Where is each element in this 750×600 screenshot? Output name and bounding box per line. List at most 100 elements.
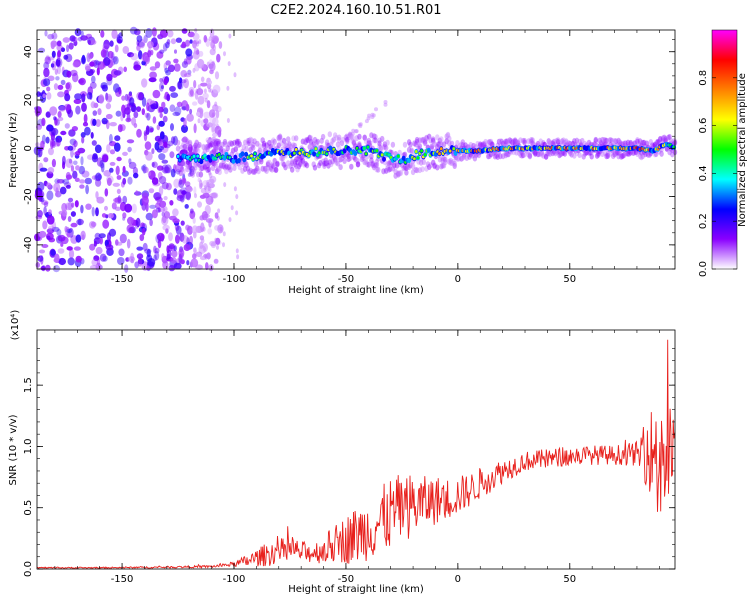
spectrogram-ridge-halo — [302, 161, 307, 168]
spectrogram-noise-cell — [72, 61, 81, 68]
spectrogram-noise-cell — [157, 106, 162, 114]
spectrogram-noise-cell — [107, 95, 113, 103]
spectrogram-noise-cell — [203, 88, 207, 94]
spectrogram-ridge-halo — [245, 165, 251, 172]
spectrogram-noise-cell — [104, 188, 109, 197]
spectrogram-ridge-halo — [331, 153, 336, 160]
spectrogram-ridge-halo — [212, 141, 217, 148]
spectrogram-ridge-halo — [196, 147, 201, 154]
spectrogram-noise-cell — [179, 144, 185, 150]
spectrogram-noise-cell — [55, 58, 61, 67]
spectrogram-noise-cell — [175, 234, 180, 244]
spectrogram-noise-cell — [133, 172, 139, 179]
spectrogram-ridge-halo — [435, 134, 440, 141]
spectrogram-ridge-halo — [273, 166, 279, 173]
spectrogram-ridge-halo — [418, 159, 424, 166]
spectrogram-noise-cell — [215, 105, 222, 113]
spectrogram-streak-cell — [366, 116, 371, 121]
spectrogram-ridge-halo — [296, 163, 302, 170]
colorbar-tick-label: 0.8 — [698, 70, 709, 86]
spectrogram-noise-cell — [136, 246, 144, 251]
spectrogram-ridge-halo — [447, 158, 452, 165]
spectrogram-ridge-halo — [234, 140, 240, 147]
spectrogram-ridge-halo — [354, 157, 359, 164]
spectrogram-ridge-halo — [600, 136, 605, 143]
spectrogram-noise-cell — [159, 82, 164, 92]
spectrogram-noise-cell — [95, 178, 102, 187]
spectrogram-noise-cell — [156, 232, 165, 242]
spectrogram-noise-cell — [128, 158, 132, 165]
spectrogram-ridge-halo — [550, 140, 555, 147]
spectrogram-noise-cell — [168, 232, 173, 242]
spectrogram-noise-cell — [186, 260, 190, 266]
spectrogram-noise-cell — [174, 49, 177, 54]
spectrogram-ridge-halo — [561, 140, 566, 147]
spectrogram-noise-cell — [85, 65, 91, 72]
spectrogram-noise-cell — [81, 93, 86, 103]
spectrogram-noise-cell — [235, 248, 239, 254]
spectrogram-ridge-halo — [267, 159, 272, 166]
spectrogram-ridge-halo — [369, 157, 374, 164]
spectrogram-ridge-halo — [291, 135, 296, 142]
spectrogram-ridge-halo — [609, 137, 615, 144]
spectrogram-noise-cell — [185, 186, 193, 193]
spectrogram-noise-cell — [83, 113, 88, 124]
spectrogram-noise-cell — [163, 62, 168, 71]
spectrogram-noise-cell — [198, 39, 202, 45]
spectrogram-ridge-halo — [641, 139, 647, 146]
spectrogram-noise-cell — [127, 176, 133, 185]
spectrogram-noise-cell — [213, 145, 217, 151]
spectrogram-noise-cell — [216, 124, 220, 130]
spectrogram-ridge-halo — [428, 137, 433, 144]
spectrogram-ridge-halo — [338, 156, 343, 163]
spectrogram-ridge-cell — [312, 151, 317, 157]
spectrogram-ridge-halo — [494, 152, 499, 159]
spectrogram-noise-cell — [181, 41, 186, 48]
spectrogram-noise-cell — [158, 146, 165, 151]
spectrogram-noise-cell — [200, 187, 207, 194]
spectrogram-noise-cell — [214, 138, 222, 145]
spectrogram-noise-cell — [74, 177, 80, 182]
spectrogram-ridge-halo — [385, 165, 390, 172]
spectrogram-noise-cell — [109, 122, 117, 127]
spectrogram-noise-cell — [95, 207, 99, 217]
spectrogram-ridge-halo — [533, 149, 538, 156]
spectrogram-noise-cell — [147, 41, 154, 49]
spectrogram-ridge-halo — [412, 140, 417, 147]
spectrogram-noise-cell — [176, 189, 185, 199]
spectrogram-ylabel: Frequency (Hz) — [8, 112, 19, 188]
spectrogram-ridge-halo — [253, 160, 259, 166]
spectrogram-ridge-peak — [176, 154, 180, 158]
colorbar-frame — [711, 29, 738, 270]
spectrogram-noise-cell — [131, 104, 137, 113]
spectrogram-ridge-halo — [561, 137, 566, 144]
spectrogram-ridge-peak — [307, 154, 311, 158]
spectrogram-ridge-halo — [562, 150, 568, 157]
x-tick-label: -100 — [223, 574, 246, 585]
spectrogram-ridge-halo — [443, 156, 448, 163]
spectrogram-streak-cell — [383, 100, 388, 104]
spectrogram-ridge-halo — [337, 137, 342, 143]
spectrogram-ridge-halo — [443, 159, 448, 166]
spectrogram-noise-cell — [66, 246, 73, 251]
spectrogram-noise-cell — [182, 136, 188, 143]
spectrogram-ridge-halo — [424, 134, 429, 141]
spectrogram-ridge-halo — [645, 151, 651, 158]
spectrogram-ridge-peak — [250, 154, 253, 158]
spectrogram-ridge-halo — [365, 161, 370, 168]
spectrogram-ridge-halo — [244, 145, 249, 152]
spectrogram-ridge-halo — [604, 153, 609, 160]
spectrogram-ridge-halo — [584, 149, 589, 156]
spectrogram-noise-cell — [42, 220, 48, 230]
spectrogram-noise-cell — [154, 196, 163, 202]
spectrogram-noise-cell — [59, 186, 67, 195]
spectrogram-noise-cell — [163, 107, 169, 115]
spectrogram-ridge-halo — [498, 138, 503, 145]
spectrogram-noise-cell — [98, 233, 106, 239]
spectrogram-noise-cell — [55, 76, 60, 81]
spectrogram-noise-cell — [139, 234, 145, 242]
spectrogram-noise-cell — [48, 225, 55, 231]
spectrogram-noise-cell — [160, 85, 164, 90]
spectrogram-ridge-peak — [294, 148, 298, 152]
spectrogram-ridge-halo — [367, 140, 373, 147]
